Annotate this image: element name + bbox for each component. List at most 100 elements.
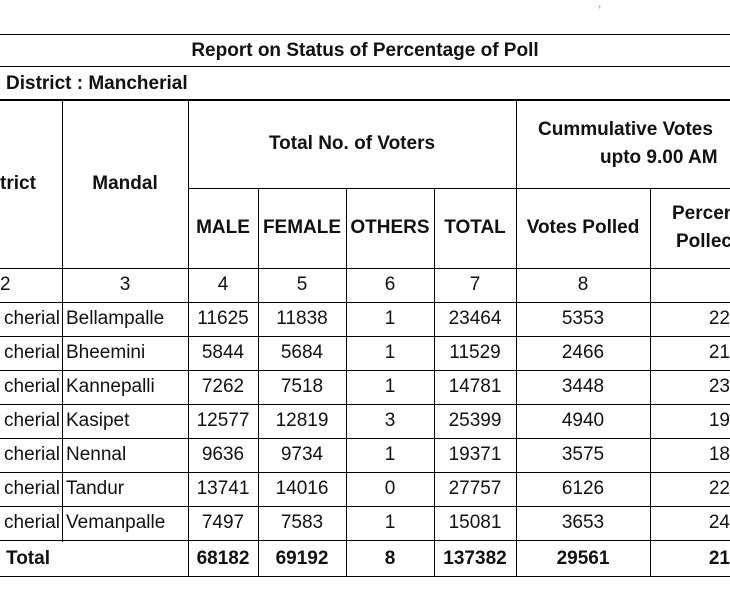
cell-male: 7497 <box>201 512 245 534</box>
header-female: FEMALE <box>262 217 342 239</box>
cell-others: 1 <box>384 342 396 364</box>
total-male: 68182 <box>196 548 250 570</box>
grid-hline <box>0 99 730 101</box>
header-percent-line1: Percen <box>672 203 730 225</box>
colnum-6: 6 <box>384 274 396 296</box>
grid-vline <box>258 188 259 576</box>
cell-female: 11838 <box>276 308 328 330</box>
colnum-8: 8 <box>577 274 589 296</box>
header-total-voters: Total No. of Voters <box>268 133 436 155</box>
cell-district: cherial <box>4 410 60 432</box>
total-votes-polled: 29561 <box>556 548 610 570</box>
colnum-4: 4 <box>217 274 229 296</box>
cell-mandal: Kannepalli <box>66 376 155 398</box>
cell-others: 1 <box>384 444 396 466</box>
cell-percent: 19 <box>708 410 730 432</box>
cell-male: 12577 <box>196 410 250 432</box>
grid-hline <box>0 576 730 577</box>
grid-vline <box>434 188 435 576</box>
grid-hline <box>0 540 730 541</box>
cell-votes-polled: 6126 <box>561 478 605 500</box>
header-cumulative-line1: Cummulative Votes <box>538 119 713 141</box>
header-cumulative: Cummulative Votes upto 9.00 AM <box>516 100 730 188</box>
cell-votes-polled: 5353 <box>561 308 605 330</box>
cell-mandal: Vemanpalle <box>66 512 166 534</box>
cell-female: 9734 <box>280 444 324 466</box>
grid-vline <box>346 188 347 576</box>
cell-total: 27757 <box>448 478 502 500</box>
header-cumulative-line2: upto 9.00 AM <box>600 147 718 168</box>
cell-female: 7518 <box>280 376 324 398</box>
cell-male: 13741 <box>196 478 250 500</box>
grid-hline <box>0 506 730 507</box>
cell-mandal: Bheemini <box>66 342 146 364</box>
cell-total: 11529 <box>449 342 501 364</box>
cell-percent: 23 <box>708 376 730 398</box>
header-district: trict <box>0 173 36 195</box>
cell-others: 1 <box>384 308 396 330</box>
cell-district: cherial <box>4 342 60 364</box>
cell-male: 9636 <box>201 444 245 466</box>
grid-hline <box>0 34 730 35</box>
total-others: 8 <box>384 548 396 570</box>
cell-male: 5844 <box>201 342 245 364</box>
grid-hline <box>0 438 730 439</box>
cell-district: cherial <box>4 308 60 330</box>
cell-mandal: Bellampalle <box>66 308 165 330</box>
cell-others: 1 <box>384 376 396 398</box>
cell-percent: 22 <box>708 308 730 330</box>
grid-hline <box>0 302 730 303</box>
cell-others: 1 <box>384 512 396 534</box>
grid-vline <box>516 100 517 576</box>
cell-others: 3 <box>384 410 396 432</box>
cell-female: 12819 <box>275 410 329 432</box>
grid-vline <box>188 100 189 576</box>
cell-votes-polled: 3448 <box>561 376 605 398</box>
cell-total: 19371 <box>448 444 502 466</box>
cell-district: cherial <box>4 512 60 534</box>
cell-votes-polled: 2466 <box>561 342 605 364</box>
cell-mandal: Kasipet <box>66 410 130 432</box>
colnum-5: 5 <box>296 274 308 296</box>
cell-mandal: Nennal <box>66 444 127 466</box>
cell-percent: 18 <box>708 444 730 466</box>
grid-hline <box>0 268 730 269</box>
header-male: MALE <box>196 217 250 239</box>
cell-total: 15081 <box>448 512 502 534</box>
grid-hline <box>0 336 730 337</box>
total-female: 69192 <box>275 548 329 570</box>
cell-female: 7583 <box>280 512 324 534</box>
grid-hline <box>188 188 730 189</box>
cell-district: cherial <box>4 478 60 500</box>
total-percent: 21 <box>708 548 730 570</box>
corner-mark: , <box>598 0 602 10</box>
cell-district: cherial <box>4 376 60 398</box>
colnum-7: 7 <box>469 274 481 296</box>
header-percent-line2: Pollec <box>676 231 730 252</box>
grid-hline <box>0 66 730 67</box>
total-total: 137382 <box>443 548 507 570</box>
cell-votes-polled: 3653 <box>561 512 605 534</box>
cell-total: 14781 <box>448 376 502 398</box>
cell-male: 7262 <box>201 376 245 398</box>
header-mandal: Mandal <box>92 173 158 195</box>
grid-hline <box>0 472 730 473</box>
colnum-3: 3 <box>119 274 131 296</box>
header-total: TOTAL <box>444 217 506 239</box>
cell-mandal: Tandur <box>66 478 125 500</box>
cell-votes-polled: 4940 <box>561 410 605 432</box>
total-label: Total <box>6 548 50 570</box>
cell-district: cherial <box>4 444 60 466</box>
cell-votes-polled: 3575 <box>561 444 605 466</box>
cell-male: 11625 <box>197 308 249 330</box>
grid-hline <box>0 370 730 371</box>
cell-total: 25399 <box>448 410 502 432</box>
district-line: District : Mancherial <box>6 73 188 95</box>
header-others: OTHERS <box>350 217 430 239</box>
grid-hline <box>0 404 730 405</box>
report-title: Report on Status of Percentage of Poll <box>191 40 539 62</box>
cell-others: 0 <box>384 478 396 500</box>
header-percent: Percen Pollec <box>650 188 730 268</box>
cell-total: 23464 <box>448 308 502 330</box>
